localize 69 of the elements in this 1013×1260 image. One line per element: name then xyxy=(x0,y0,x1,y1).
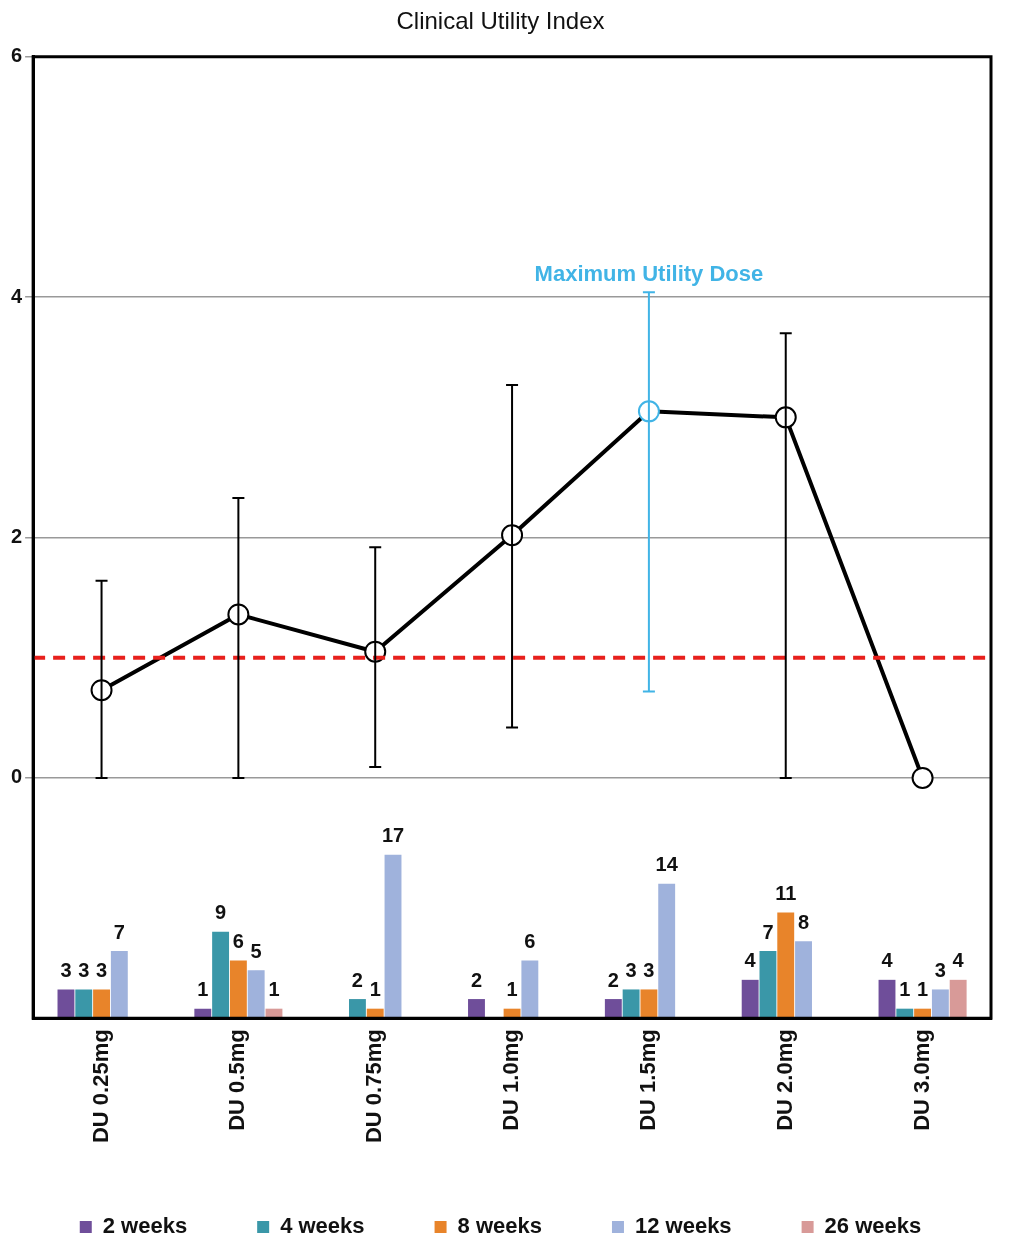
data-label: 3 xyxy=(625,958,637,981)
data-label: 2 xyxy=(607,968,619,991)
y-tick-label: 6 xyxy=(11,44,23,67)
legend-label: 2 weeks xyxy=(102,1213,188,1239)
bar xyxy=(931,989,949,1019)
bar xyxy=(521,960,539,1019)
x-tick-label: DU 2.0mg xyxy=(771,1029,797,1131)
bar xyxy=(741,979,759,1019)
bar xyxy=(759,950,777,1019)
point xyxy=(911,766,934,789)
bar xyxy=(777,912,795,1019)
data-label: 1 xyxy=(899,978,911,1001)
bar xyxy=(949,979,967,1019)
data-label: 3 xyxy=(60,958,72,981)
annotation: Maximum Utility Dose xyxy=(534,261,764,287)
y-tick-label: 2 xyxy=(11,525,23,548)
legend-label: 8 weeks xyxy=(457,1213,542,1239)
bar xyxy=(640,989,658,1019)
data-label: 1 xyxy=(197,978,209,1001)
bar xyxy=(93,989,110,1019)
data-label: 11 xyxy=(775,882,797,905)
bar xyxy=(229,960,247,1019)
x-tick-label: DU 1.0mg xyxy=(498,1029,524,1131)
chart-title: Clinical Utility Index xyxy=(396,7,605,35)
legend-label: 4 weeks xyxy=(280,1213,365,1239)
data-label: 3 xyxy=(78,958,90,981)
data-label: 8 xyxy=(797,910,810,933)
data-label: 4 xyxy=(881,949,894,972)
data-label: 7 xyxy=(762,920,774,943)
x-tick-label: DU 1.5mg xyxy=(634,1029,660,1131)
data-label: 3 xyxy=(643,958,655,981)
data-label: 9 xyxy=(215,901,227,924)
x-tick-label: DU 0.25mg xyxy=(87,1029,113,1144)
data-label: 2 xyxy=(470,968,483,991)
x-tick-label: DU 3.0mg xyxy=(908,1029,934,1131)
bar xyxy=(658,883,676,1019)
x-tick-label: DU 0.5mg xyxy=(224,1029,250,1131)
legend-label: 26 weeks xyxy=(824,1213,922,1239)
y-tick-label: 0 xyxy=(11,765,23,788)
bar xyxy=(878,979,896,1019)
bar xyxy=(604,999,622,1019)
bar xyxy=(110,950,128,1019)
bar xyxy=(384,854,402,1019)
data-label: 6 xyxy=(232,930,244,953)
bar xyxy=(247,970,265,1019)
data-label: 4 xyxy=(744,949,757,972)
data-label: 2 xyxy=(351,968,363,991)
legend-label: 12 weeks xyxy=(634,1213,732,1239)
y-tick-label: 4 xyxy=(11,284,23,307)
bar xyxy=(468,999,485,1019)
data-label: 1 xyxy=(268,978,280,1001)
bar xyxy=(795,941,812,1019)
bar xyxy=(57,989,75,1019)
bar xyxy=(622,989,640,1019)
data-label: 3 xyxy=(95,958,108,981)
data-label: 5 xyxy=(250,939,262,962)
bar xyxy=(212,931,230,1019)
data-label: 1 xyxy=(369,978,381,1001)
data-label: 1 xyxy=(917,978,929,1001)
data-label: 1 xyxy=(506,978,518,1001)
data-label: 7 xyxy=(113,920,125,943)
data-label: 3 xyxy=(934,958,946,981)
bar xyxy=(348,999,366,1019)
data-label: 14 xyxy=(655,853,679,876)
bar xyxy=(75,989,93,1019)
data-label: 4 xyxy=(952,949,965,972)
data-label: 6 xyxy=(524,930,536,953)
data-label: 17 xyxy=(381,824,405,847)
x-tick-label: DU 0.75mg xyxy=(361,1029,387,1144)
